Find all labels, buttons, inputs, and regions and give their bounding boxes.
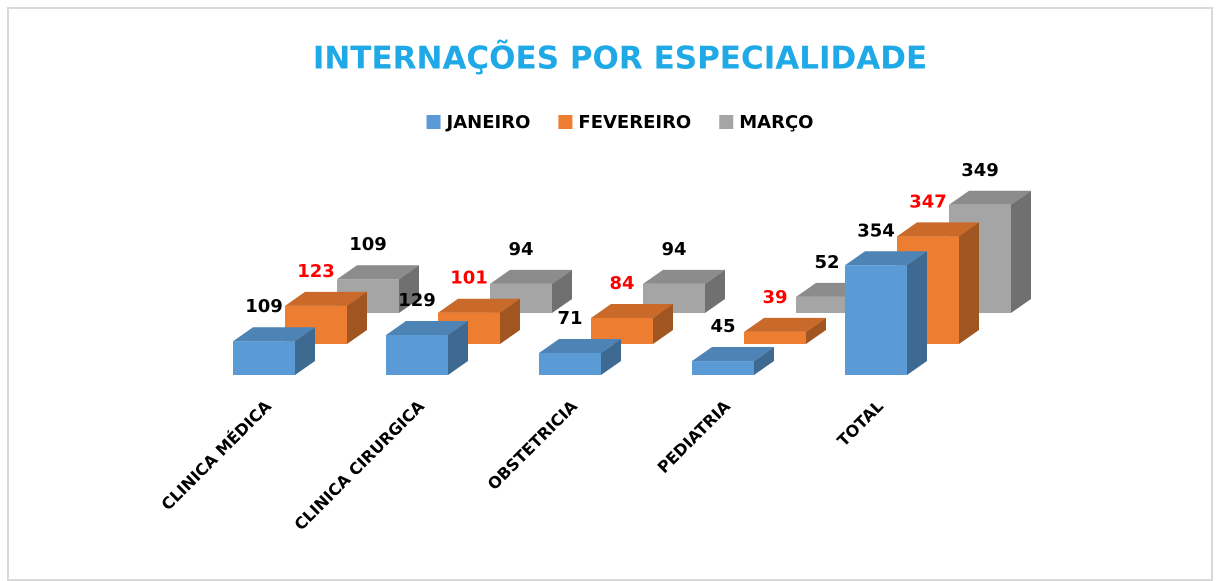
- bar-top: [845, 251, 927, 266]
- bar: [233, 341, 295, 375]
- data-label: 349: [961, 160, 999, 181]
- bar-side: [754, 347, 774, 375]
- bar: [796, 296, 858, 313]
- legend-swatch: [426, 115, 441, 129]
- bar-top: [438, 298, 520, 313]
- data-label: 71: [557, 308, 582, 329]
- data-label: 109: [245, 296, 283, 317]
- chart-title: INTERNAÇÕES POR ESPECIALIDADE: [313, 40, 927, 77]
- legend: JANEIRO FEVEREIRO MARÇO: [426, 112, 813, 133]
- bar-top: [643, 269, 725, 284]
- data-label: 109: [349, 234, 387, 255]
- bar-side: [500, 298, 520, 344]
- bar-top: [692, 347, 774, 362]
- data-label: 129: [398, 290, 436, 311]
- bar-top: [539, 338, 621, 353]
- bar-top: [337, 265, 419, 280]
- bar-side: [705, 269, 725, 313]
- data-label: 101: [450, 268, 488, 289]
- bar-side: [1011, 190, 1031, 313]
- bar: [386, 335, 448, 375]
- bar: [845, 265, 907, 375]
- bar-top: [897, 222, 979, 237]
- bar: [744, 331, 806, 344]
- legend-label: MARÇO: [739, 112, 813, 133]
- bar-top: [744, 317, 826, 332]
- data-label: 94: [508, 239, 533, 260]
- bar-side: [653, 303, 673, 344]
- bar-top: [591, 303, 673, 318]
- legend-swatch: [719, 115, 734, 129]
- legend-swatch: [558, 115, 573, 129]
- data-label: 354: [857, 220, 895, 241]
- bar-side: [806, 317, 826, 344]
- bar-top: [386, 321, 468, 336]
- data-label: 84: [609, 273, 634, 294]
- bar-top: [490, 269, 572, 284]
- bar-side: [552, 269, 572, 313]
- data-label: 94: [661, 239, 686, 260]
- bar-side: [601, 338, 621, 375]
- bar-side: [295, 327, 315, 375]
- bar-side: [448, 321, 468, 375]
- data-label: 123: [297, 261, 335, 282]
- legend-label: JANEIRO: [445, 112, 531, 133]
- bar-side: [907, 251, 927, 375]
- bar-top: [949, 190, 1031, 205]
- bar-top: [285, 291, 367, 306]
- data-label: 39: [762, 287, 787, 308]
- legend-label: FEVEREIRO: [578, 112, 691, 133]
- bar-side: [959, 222, 979, 344]
- data-label: 347: [909, 191, 947, 212]
- bar-side: [347, 291, 367, 344]
- bar-top: [233, 327, 315, 342]
- bar-side: [399, 265, 419, 313]
- data-label: 45: [710, 316, 735, 337]
- data-label: 52: [814, 252, 839, 273]
- bar: [692, 361, 754, 375]
- bar: [539, 352, 601, 375]
